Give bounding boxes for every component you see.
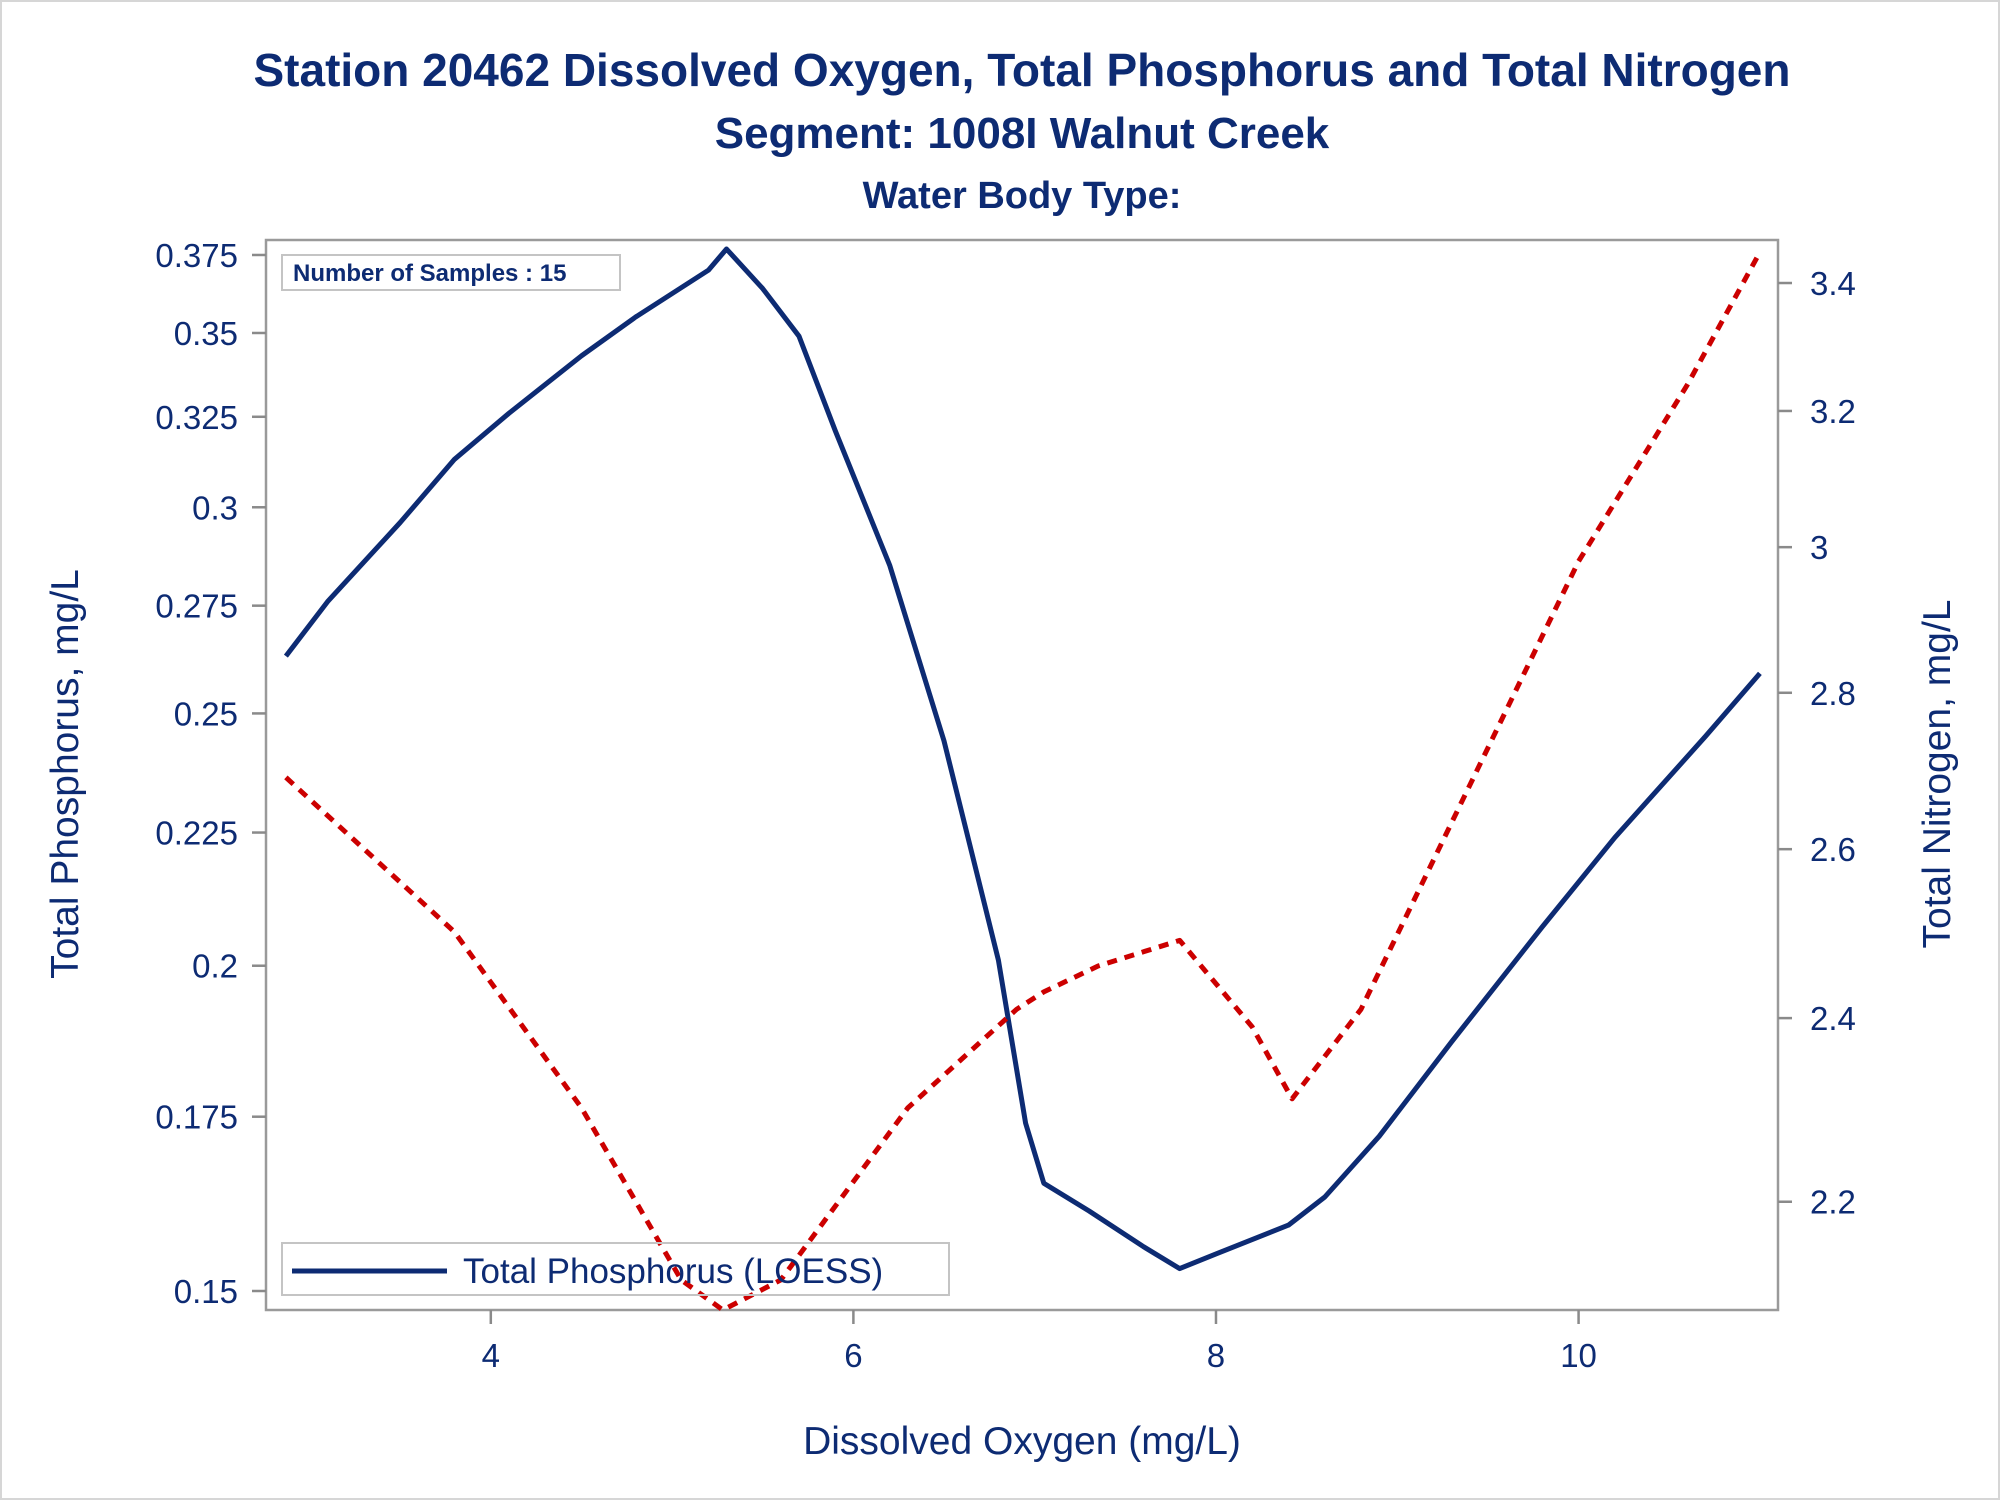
legend-box: [281, 1242, 950, 1296]
x-tick-label: 8: [1207, 1337, 1225, 1374]
sample-count-text: Number of Samples : 15: [293, 260, 566, 287]
series-layer: [283, 246, 1763, 1313]
legend-entry-phosphorus: Total Phosphorus (LOESS): [463, 1252, 883, 1291]
y2-tick-label: 3.2: [1810, 393, 1856, 430]
chart-title: Station 20462 Dissolved Oxygen, Total Ph…: [253, 44, 1790, 96]
y2-tick-label: 2.8: [1810, 675, 1856, 712]
y-tick-label: 0.225: [155, 815, 238, 852]
y-axis-right: 2.2 2.4 2.6 2.8 3 3.2 3.4: [1778, 265, 1856, 1221]
y-tick-label: 0.25: [174, 695, 238, 732]
y2-tick-label: 2.6: [1810, 831, 1856, 868]
y2-axis-label: Total Nitrogen, mg/L: [1916, 599, 1959, 948]
chart-subtitle: Segment: 1008I Walnut Creek: [715, 109, 1330, 158]
y-axis-label: Total Phosphorus, mg/L: [44, 569, 87, 979]
y-tick-label: 0.35: [174, 315, 238, 352]
y2-tick-label: 2.4: [1810, 1000, 1856, 1037]
x-tick-label: 6: [844, 1337, 862, 1374]
sample-count-box: [281, 254, 621, 291]
x-axis-label: Dissolved Oxygen (mg/L): [803, 1420, 1241, 1463]
y-tick-label: 0.275: [155, 588, 238, 625]
legend: Total Phosphorus (LOESS): [281, 1242, 950, 1296]
x-axis: 4 6 8 10: [482, 1310, 1597, 1374]
chart-subtitle-water-body: Water Body Type:: [863, 175, 1182, 217]
y-tick-label: 0.175: [155, 1099, 238, 1136]
y-tick-label: 0.15: [174, 1273, 238, 1310]
y-tick-label: 0.375: [155, 237, 238, 274]
y2-tick-label: 3.4: [1810, 265, 1856, 302]
series-line-phosphorus: [283, 246, 1762, 1272]
x-tick-label: 10: [1560, 1337, 1597, 1374]
series-line-nitrogen: [284, 250, 1763, 1313]
y-tick-label: 0.2: [192, 948, 238, 985]
sample-count-note: Number of Samples : 15: [281, 254, 621, 291]
y2-tick-label: 2.2: [1810, 1184, 1856, 1221]
y-axis-left: 0.15 0.175 0.2 0.225 0.25 0.275 0.3 0.325 0.35 0.…: [155, 237, 266, 1310]
y2-tick-label: 3: [1810, 529, 1828, 566]
y-tick-label: 0.3: [192, 489, 238, 526]
x-tick-label: 4: [482, 1337, 500, 1374]
y-tick-label: 0.325: [155, 399, 238, 436]
plot-area: [264, 238, 1780, 1312]
